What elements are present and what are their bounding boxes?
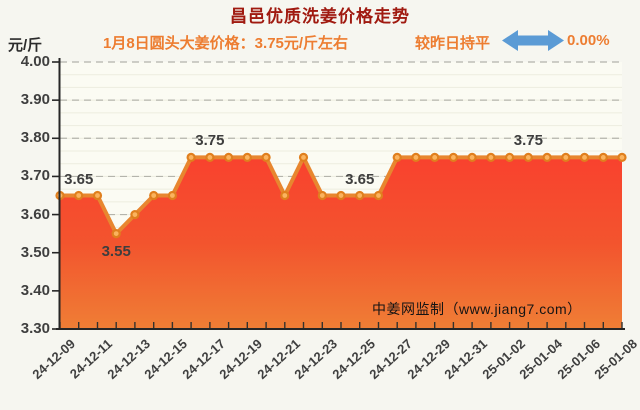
comparison-value: 0.00% — [567, 32, 610, 49]
page-title: 昌邑优质洗姜价格走势 — [230, 7, 410, 26]
data-label: 3.75 — [195, 132, 225, 150]
data-label: 3.65 — [345, 170, 375, 188]
data-label: 3.55 — [101, 242, 131, 260]
watermark-text: 中姜网监制（www.jiang7.com） — [372, 301, 582, 317]
comparison-label: 较昨日持平 — [415, 35, 491, 52]
y-axis-unit-label: 元/斤 — [8, 37, 43, 54]
data-label: 3.65 — [64, 170, 94, 188]
data-label: 3.75 — [513, 132, 543, 150]
price-announcement: 1月8日圆头大姜价格：3.75元/斤左右 — [103, 35, 349, 52]
trend-flat-arrow-icon — [502, 30, 564, 51]
